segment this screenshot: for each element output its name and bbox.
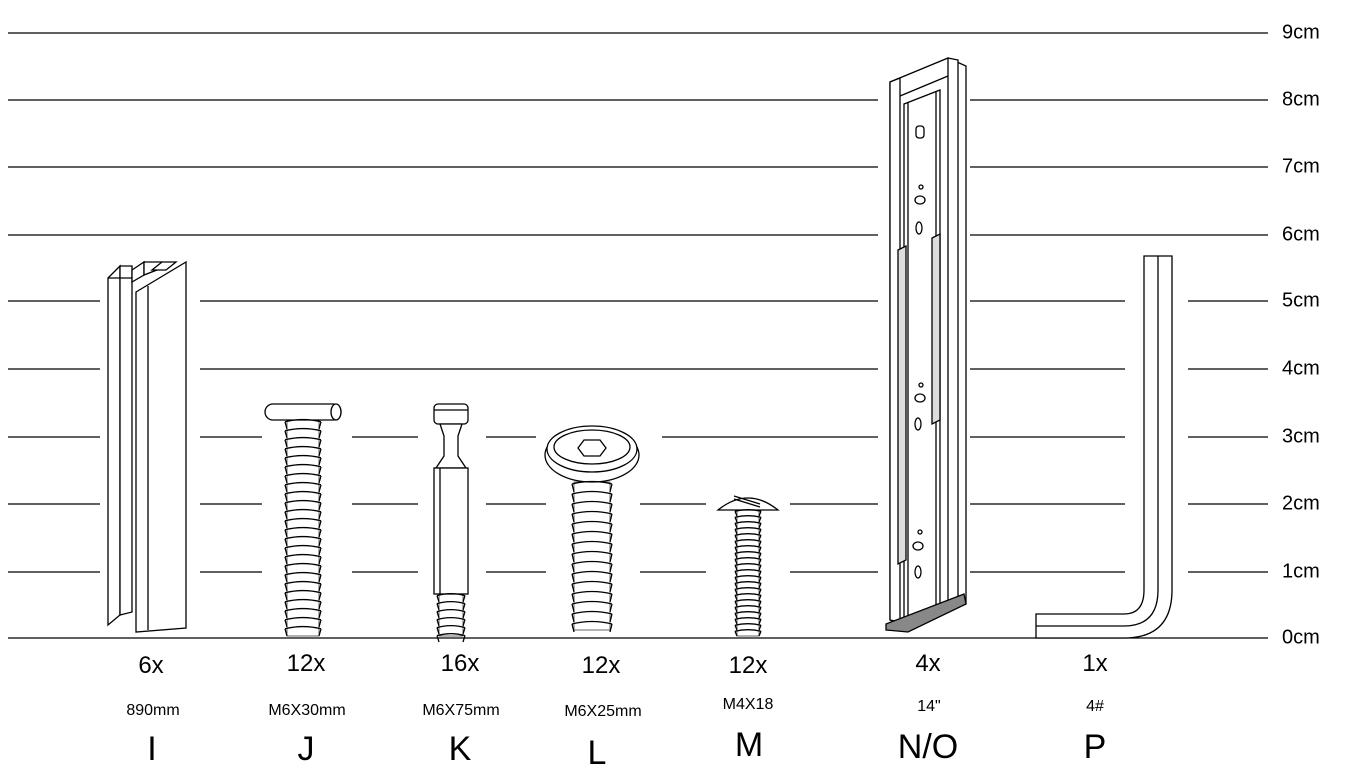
scale-label-2cm: 2cm xyxy=(1282,492,1320,514)
part-l-qty: 12x xyxy=(581,652,621,679)
part-p-spec: 4# xyxy=(1086,698,1104,715)
part-i-spec: 890mm xyxy=(126,702,180,719)
scale-label-4cm: 4cm xyxy=(1282,357,1320,379)
part-no-letter: N/O xyxy=(897,728,959,766)
part-l-letter: L xyxy=(587,734,607,772)
thread-core xyxy=(438,593,464,637)
scale-label-5cm: 5cm xyxy=(1282,289,1320,311)
scale-label-7cm: 7cm xyxy=(1282,155,1320,177)
thread xyxy=(284,418,322,637)
scale-label-0cm: 0cm xyxy=(1282,626,1320,648)
part-no-spec: 14" xyxy=(917,698,941,715)
thread-core xyxy=(286,419,320,637)
scale-label-8cm: 8cm xyxy=(1282,88,1320,110)
part-k-qty: 16x xyxy=(440,650,480,677)
thread xyxy=(734,509,762,637)
part-i-qty: 6x xyxy=(138,652,164,679)
scale-label-3cm: 3cm xyxy=(1282,425,1320,447)
part-m-qty: 12x xyxy=(728,652,768,679)
part-m-letter: M xyxy=(734,726,764,764)
barrel-bolt-icon xyxy=(433,403,469,643)
drawer-slide-icon xyxy=(885,57,967,633)
thread-core xyxy=(736,509,760,637)
part-k-spec: M6X75mm xyxy=(422,702,500,719)
part-k-letter: K xyxy=(448,730,472,768)
part-j-qty: 12x xyxy=(286,650,326,677)
scale-label-9cm: 9cm xyxy=(1282,21,1320,43)
scale-labels: 9cm 8cm 7cm 6cm 5cm 4cm 3cm 2cm 1cm 0cm xyxy=(1282,21,1320,648)
part-p-letter: P xyxy=(1083,728,1107,766)
scale-label-6cm: 6cm xyxy=(1282,223,1320,245)
part-no-qty: 4x xyxy=(915,650,941,677)
part-j-spec: M6X30mm xyxy=(268,702,346,719)
part-l-spec: M6X25mm xyxy=(564,703,642,720)
slotted-screw-icon xyxy=(716,495,780,637)
h-beam-connector-icon xyxy=(107,260,187,633)
allen-key-icon xyxy=(1035,255,1173,639)
part-j-letter: J xyxy=(297,730,315,768)
part-p-qty: 1x xyxy=(1082,650,1108,677)
part-m-spec: M4X18 xyxy=(722,696,774,713)
scale-lines xyxy=(8,32,1268,639)
part-i-letter: I xyxy=(147,730,157,768)
thread-core xyxy=(573,481,611,631)
thread xyxy=(571,480,613,633)
thread xyxy=(436,592,466,643)
hex-socket-button-screw-icon xyxy=(544,425,640,633)
flat-head-bolt-icon xyxy=(264,403,342,637)
scale-label-1cm: 1cm xyxy=(1282,560,1320,582)
